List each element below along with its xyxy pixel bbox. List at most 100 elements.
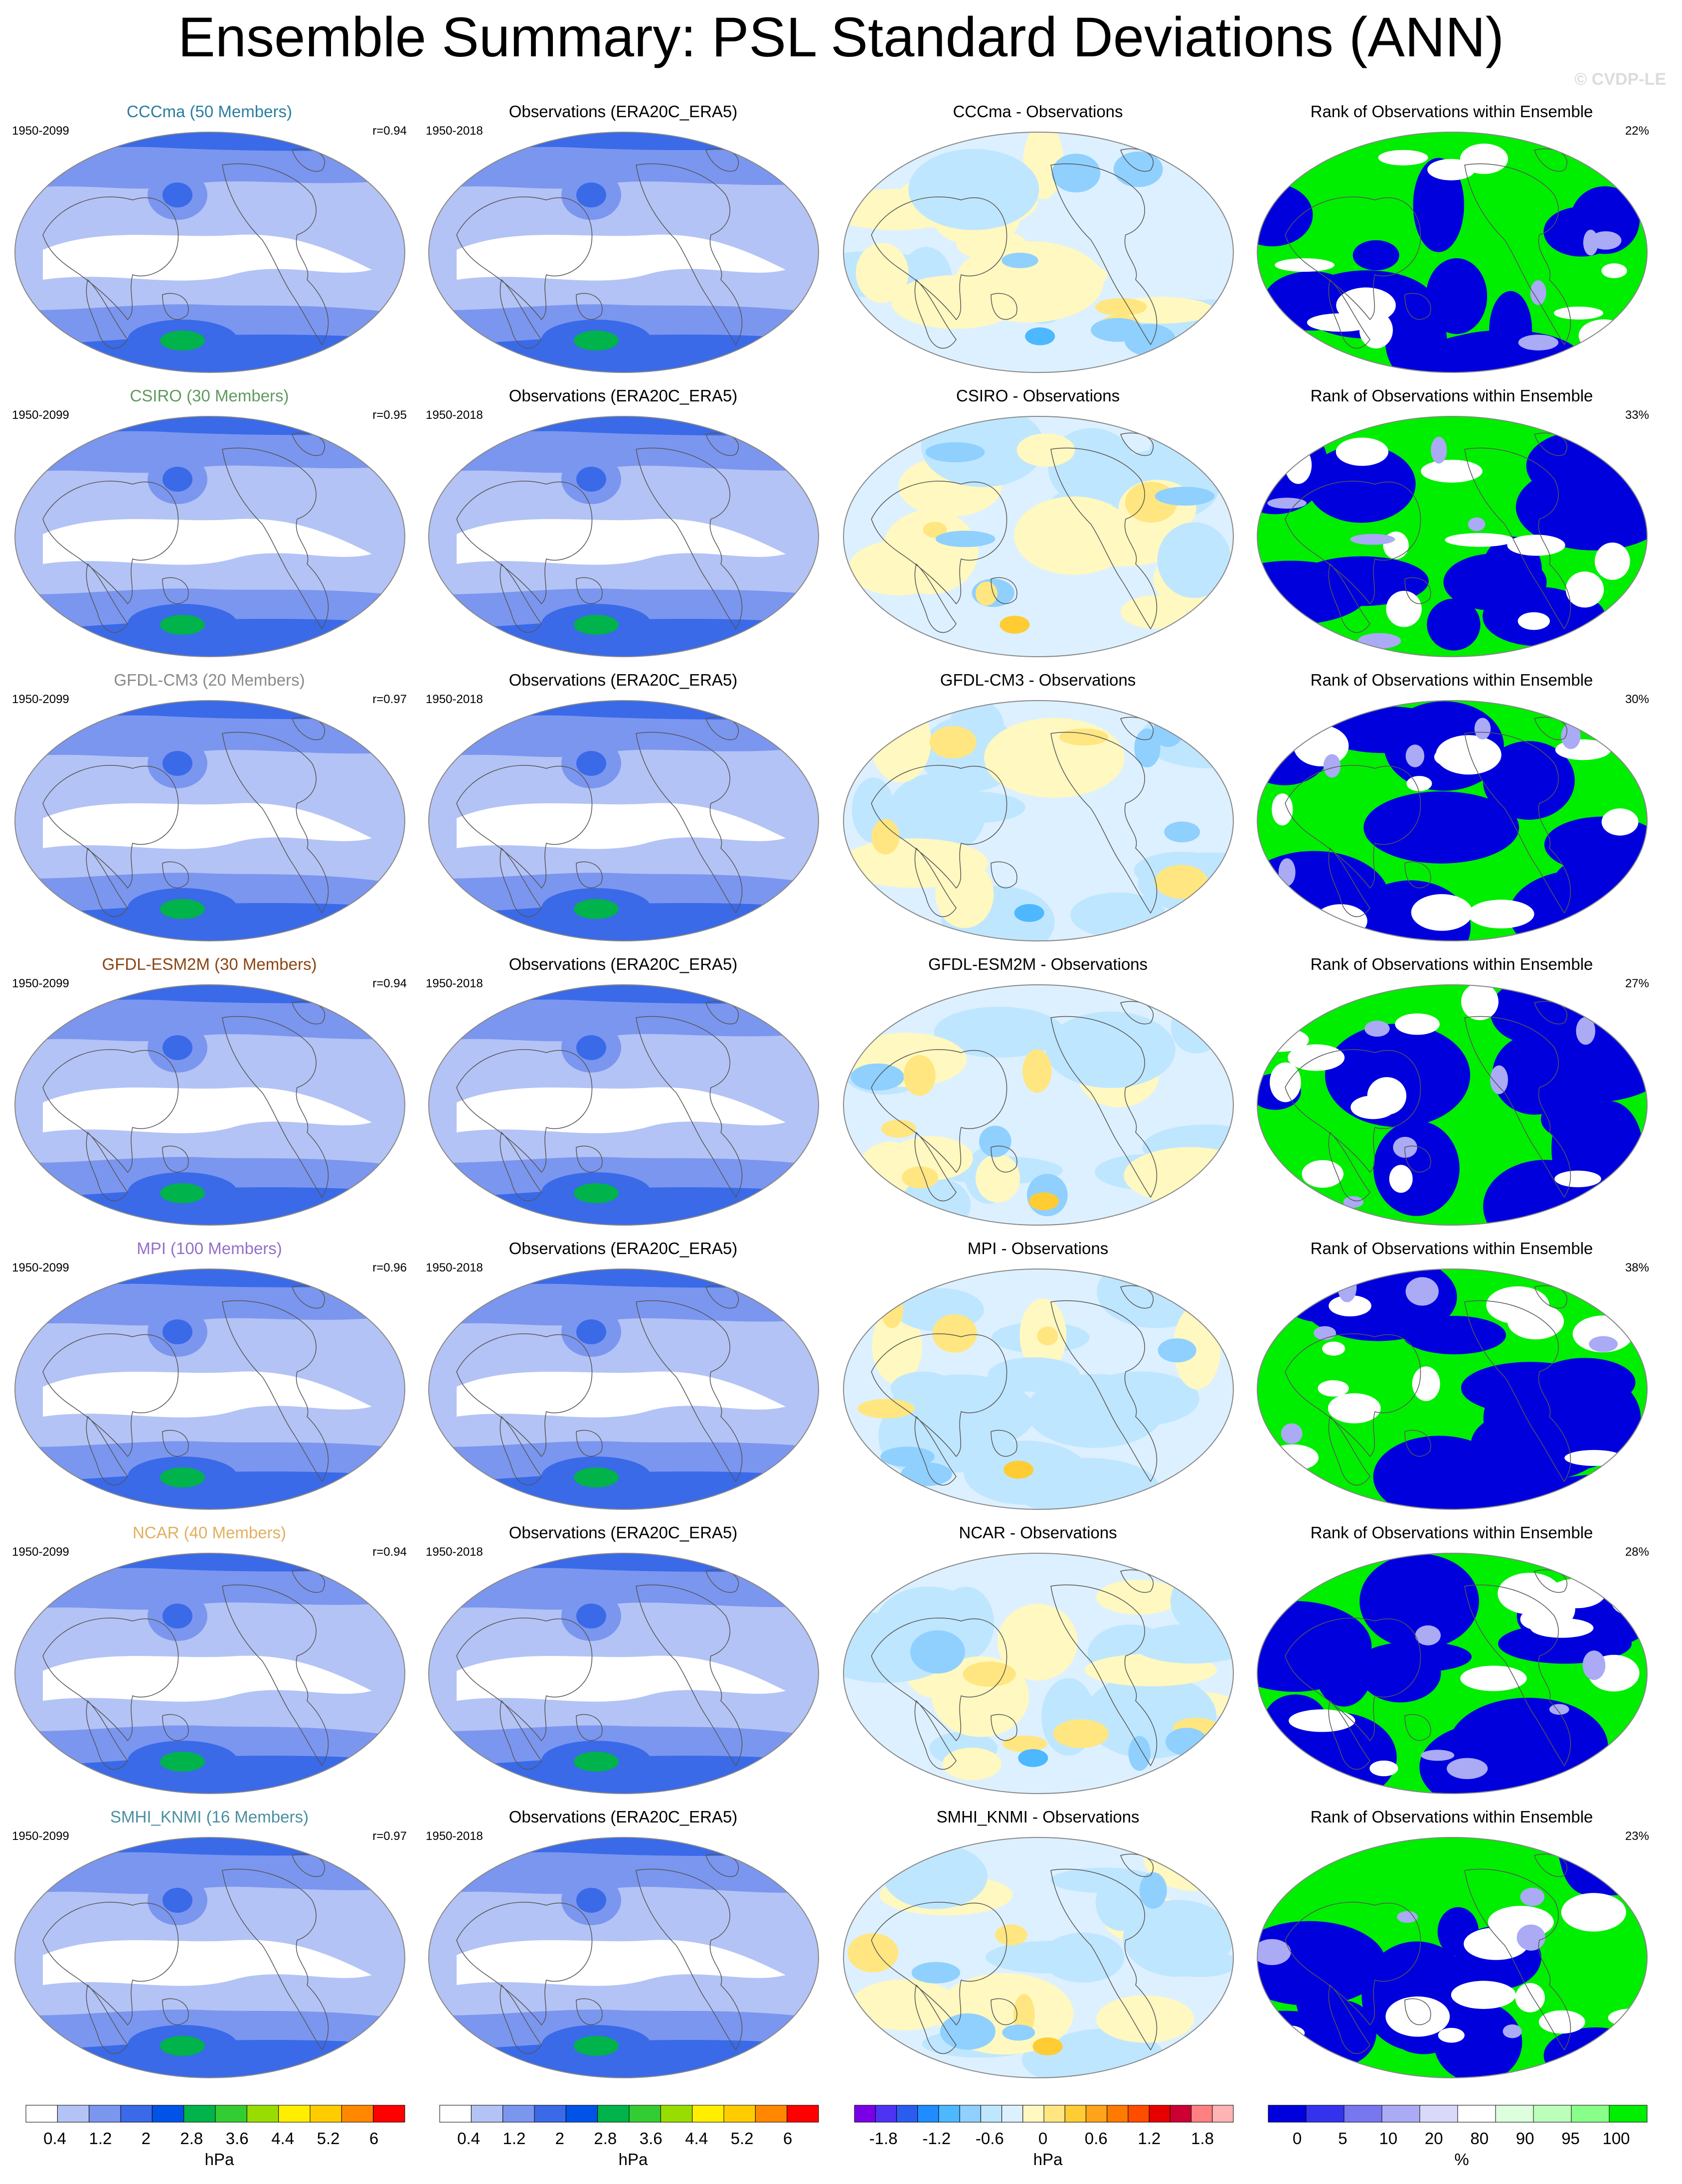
rank-low-region: [1426, 258, 1488, 334]
sd-arctic-band: [429, 416, 819, 437]
map-outline: [428, 1553, 819, 1794]
panel-title: NCAR (40 Members): [132, 1523, 287, 1542]
model-sd-map: [14, 984, 405, 1226]
pattern-correlation: r=0.94: [372, 124, 407, 138]
model-sd-panel: CCCma (50 Members) 1950-2099 r=0.94: [5, 102, 414, 381]
sd-tropical-minimum: [43, 1371, 372, 1418]
panel-title: CCCma - Observations: [953, 102, 1123, 121]
rank-edge-region: [1343, 1196, 1363, 1208]
period-label: 1950-2018: [426, 1829, 483, 1843]
colorbar-ticks: -1.8 -1.2 -0.6 0 0.6 1.2 1.8: [853, 2129, 1242, 2149]
sd-southern-core: [160, 331, 205, 351]
rank-mid-region: [1318, 1380, 1349, 1397]
sd-tropical-minimum: [43, 803, 372, 849]
rank-low-region: [1307, 445, 1416, 523]
rank-edge-region: [1518, 335, 1559, 351]
rank-mid-region: [1367, 1077, 1407, 1115]
panel-title: Observations (ERA20C_ERA5): [508, 386, 738, 405]
colorbar-tick-label: 5.2: [317, 2129, 340, 2148]
sd-tropical-minimum-2: [138, 262, 247, 278]
period-label: 1950-2099: [12, 124, 69, 138]
rank-low-region: [1443, 553, 1547, 611]
rank-mid-region: [1386, 590, 1422, 627]
sd-southern-core: [574, 899, 619, 919]
map-outline: [428, 1269, 819, 1510]
sd-southern-core: [160, 1752, 205, 1772]
sd-tropical-minimum-2: [551, 1399, 661, 1415]
model-sd-panel: CSIRO (30 Members) 1950-2099 r=0.95: [5, 386, 414, 666]
rank-mid-region: [1275, 258, 1335, 272]
diff-anomaly-strong: [902, 1166, 939, 1189]
coastline-eurasia-africa: [456, 196, 593, 321]
rank-edge-region: [1364, 1020, 1390, 1037]
sd-tropical-minimum: [43, 519, 372, 565]
coastline-americas: [1050, 731, 1158, 914]
coastline-greenland: [1120, 148, 1154, 172]
rank-mid-region: [1515, 1983, 1545, 2012]
colorbar-box: [215, 2105, 247, 2123]
coastline-eurasia-africa: [1285, 1618, 1421, 1742]
obs-sd-map: [428, 1269, 819, 1510]
rank-mid-region: [1445, 533, 1514, 547]
coastline-eurasia-africa: [1285, 765, 1421, 889]
map-outline: [843, 1837, 1234, 2078]
sd-arctic-band: [429, 1553, 819, 1574]
diff-anomaly-strong: [1053, 1719, 1109, 1748]
rank-edge-region: [1405, 1277, 1439, 1306]
sd-tropical-minimum: [43, 234, 372, 281]
colorbar-box: [755, 2105, 788, 2123]
coastline-americas: [1050, 163, 1158, 346]
coastline-americas: [636, 447, 743, 630]
diff-anomaly-core: [1014, 904, 1044, 922]
panel-title: GFDL-CM3 - Observations: [940, 671, 1136, 689]
colorbar-box: [120, 2105, 153, 2123]
sd-aleutian-core: [576, 1035, 606, 1060]
sd-arctic-band: [15, 985, 405, 1005]
coastline-eurasia-africa: [871, 481, 1008, 605]
coastline-africa: [1328, 1131, 1370, 1202]
coastline-australia: [991, 1430, 1017, 1457]
colorbar-box: [660, 2105, 693, 2123]
panel-title: CCCma (50 Members): [127, 102, 292, 121]
pattern-correlation: r=0.94: [372, 977, 407, 990]
model-sd-map: [14, 1837, 405, 2078]
coastline-americas: [1050, 1584, 1158, 1767]
colorbar-box: [1022, 2105, 1044, 2123]
rank-mid-region: [1421, 460, 1483, 483]
rank-panel: Rank of Observations within Ensemble 30%: [1247, 671, 1656, 950]
diff-anomaly: [984, 718, 1125, 798]
diff-map: [843, 1837, 1234, 2078]
diff-anomaly: [891, 275, 1020, 329]
colorbar-box: [692, 2105, 724, 2123]
sd-tropical-minimum: [43, 1940, 372, 1986]
model-sd-panel: GFDL-CM3 (20 Members) 1950-2099 r=0.97: [5, 671, 414, 950]
coastline-greenland: [1120, 1853, 1154, 1877]
rank-low-region: [1359, 1554, 1479, 1649]
model-sd-panel: SMHI_KNMI (16 Members) 1950-2099 r=0.97: [5, 1808, 414, 2087]
sd-southern-core: [574, 331, 619, 351]
diff-anomaly-strong: [1095, 298, 1147, 316]
diff-anomaly: [975, 1154, 1020, 1203]
rank-mid-region: [1406, 776, 1432, 791]
colorbar: 0.4 1.2 2 2.8 3.6 4.4 5.2 6 hPa: [439, 2104, 828, 2179]
sd-tropical-minimum-2: [138, 546, 247, 562]
sd-southern-core: [574, 1183, 619, 1203]
coastline-americas: [222, 731, 329, 914]
diff-anomaly-core: [1000, 615, 1030, 634]
coastline-australia: [1404, 577, 1431, 604]
colorbar-ticks: 0 5 10 20 80 90 95 100: [1267, 2129, 1656, 2149]
coastline-americas: [222, 1868, 329, 2051]
diff-panel: NCAR - Observations: [834, 1523, 1242, 1803]
colorbar-swatches: [1268, 2105, 1648, 2123]
colorbar-unit: %: [1454, 2150, 1469, 2169]
map-outline: [1257, 1553, 1648, 1794]
sd-aleutian-core: [163, 751, 192, 776]
coastline-australia: [1404, 1998, 1431, 2025]
panel-title: MPI (100 Members): [137, 1239, 282, 1258]
coastline-greenland: [1534, 1569, 1568, 1593]
model-sd-panel: GFDL-ESM2M (30 Members) 1950-2099 r=0.94: [5, 955, 414, 1234]
diff-anomaly-strong: [881, 1119, 916, 1138]
rank-edge-region: [1561, 723, 1581, 749]
rank-map: [1257, 416, 1648, 657]
obs-sd-panel: Observations (ERA20C_ERA5) 1950-2018: [419, 1523, 828, 1803]
